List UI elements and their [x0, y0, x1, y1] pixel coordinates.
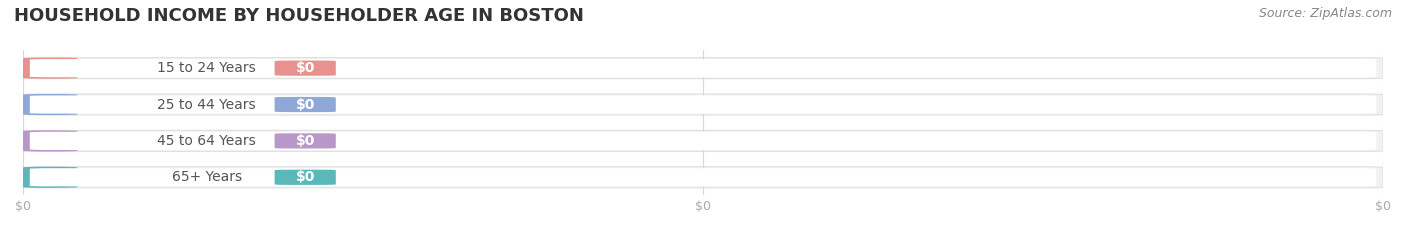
Text: Source: ZipAtlas.com: Source: ZipAtlas.com: [1258, 7, 1392, 20]
FancyBboxPatch shape: [30, 59, 1376, 77]
Text: 45 to 64 Years: 45 to 64 Years: [157, 134, 256, 148]
FancyBboxPatch shape: [22, 130, 77, 151]
FancyBboxPatch shape: [274, 61, 336, 76]
FancyBboxPatch shape: [30, 132, 1376, 150]
Text: $0: $0: [295, 170, 315, 184]
Text: $0: $0: [295, 134, 315, 148]
FancyBboxPatch shape: [22, 58, 1384, 79]
FancyBboxPatch shape: [22, 130, 1384, 151]
FancyBboxPatch shape: [274, 97, 336, 112]
FancyBboxPatch shape: [274, 170, 336, 185]
Text: $0: $0: [295, 98, 315, 112]
Text: 25 to 44 Years: 25 to 44 Years: [157, 98, 256, 112]
FancyBboxPatch shape: [30, 168, 1376, 186]
FancyBboxPatch shape: [22, 167, 77, 188]
Text: 65+ Years: 65+ Years: [172, 170, 242, 184]
FancyBboxPatch shape: [22, 94, 77, 115]
FancyBboxPatch shape: [22, 167, 1384, 188]
FancyBboxPatch shape: [274, 133, 336, 148]
Text: 15 to 24 Years: 15 to 24 Years: [157, 61, 256, 75]
Text: $0: $0: [295, 61, 315, 75]
FancyBboxPatch shape: [30, 96, 1376, 114]
Text: HOUSEHOLD INCOME BY HOUSEHOLDER AGE IN BOSTON: HOUSEHOLD INCOME BY HOUSEHOLDER AGE IN B…: [14, 7, 583, 25]
FancyBboxPatch shape: [22, 94, 1384, 115]
FancyBboxPatch shape: [22, 58, 77, 79]
